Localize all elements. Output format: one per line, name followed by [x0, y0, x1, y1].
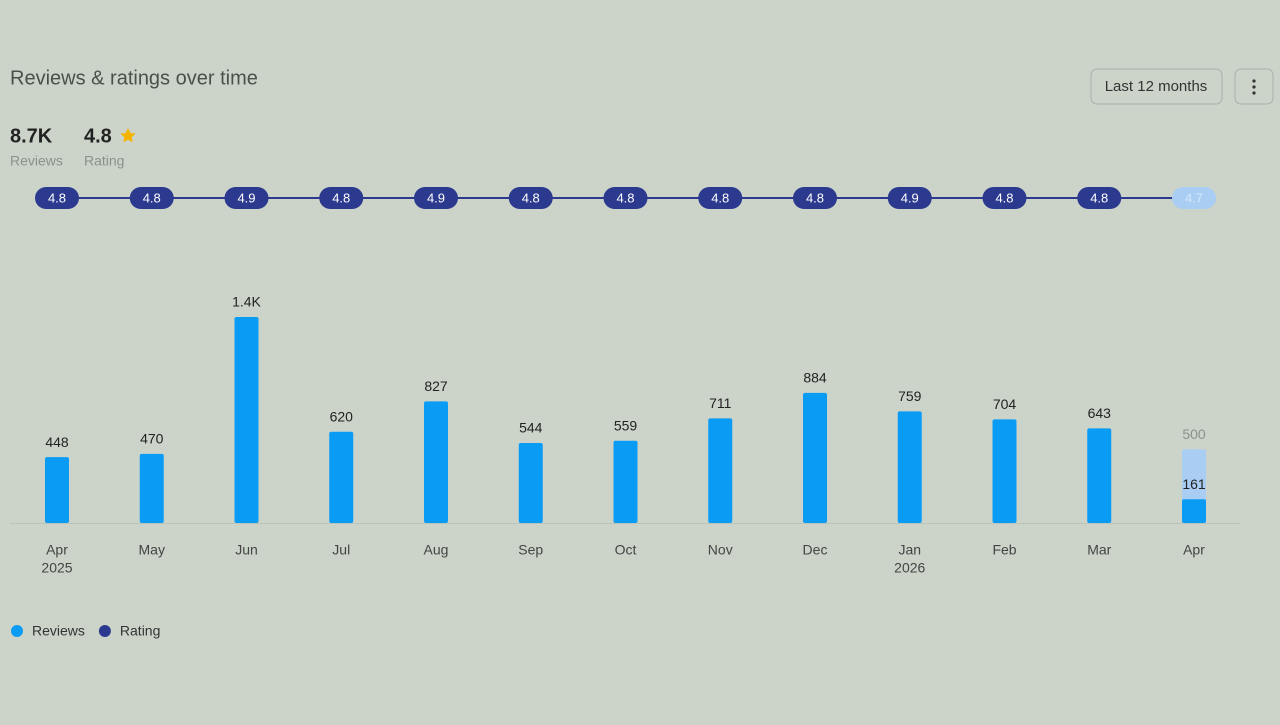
legend-label: Reviews — [32, 623, 85, 639]
rating-total-label: Rating — [84, 153, 124, 169]
x-tick-label: Sep — [518, 542, 543, 558]
x-tick-label: Jun — [235, 542, 258, 558]
rating-label: 4.8 — [616, 190, 634, 205]
bar — [708, 418, 733, 523]
rating-label: 4.8 — [806, 190, 824, 205]
star-icon — [120, 128, 136, 143]
x-tick-label: Mar — [1087, 542, 1111, 558]
value-label: 827 — [424, 378, 448, 394]
bar — [424, 401, 448, 523]
value-label: 620 — [330, 408, 354, 424]
rating-label: 4.8 — [995, 190, 1013, 205]
rating-pill — [35, 187, 79, 209]
rating-label: 4.7 — [1185, 190, 1203, 205]
rating-label: 4.8 — [711, 190, 729, 205]
title: Reviews & ratings over time — [10, 67, 258, 89]
bar — [518, 442, 543, 523]
bar — [1182, 499, 1206, 523]
rating-label: 4.8 — [143, 190, 161, 205]
bar — [613, 440, 638, 523]
rating-pill — [319, 187, 364, 209]
x-tick-label: Aug — [424, 542, 449, 558]
menu-button[interactable] — [1234, 68, 1274, 105]
rating-pill — [982, 187, 1027, 209]
rating-pill — [508, 187, 553, 209]
rating-pill — [1172, 187, 1216, 209]
bar — [992, 419, 1017, 523]
menu-dot — [1252, 79, 1256, 83]
rating-pill — [224, 187, 269, 209]
rating-label: 4.8 — [522, 190, 540, 205]
x-tick-label: Oct — [615, 542, 637, 558]
bar — [139, 453, 164, 523]
rating-pill — [1077, 187, 1122, 209]
bar — [45, 457, 69, 523]
rating-pill — [793, 187, 837, 209]
rating-label: 4.9 — [427, 190, 445, 205]
range-button-box[interactable] — [1090, 68, 1223, 105]
rating-pill — [603, 187, 648, 209]
rating-pill — [129, 187, 174, 209]
value-label: 1.4K — [232, 294, 261, 310]
reviews-total-label: Reviews — [10, 153, 63, 169]
rating-label: 4.9 — [237, 190, 255, 205]
x-tick-label: Dec — [803, 542, 828, 558]
x-tick-label: May — [139, 542, 165, 558]
x-tick-label: Apr — [1183, 542, 1205, 558]
x-tick-label: Apr — [46, 542, 68, 558]
value-label: 704 — [993, 396, 1017, 412]
value-label: 559 — [614, 417, 638, 433]
value-label: 544 — [519, 420, 543, 436]
bar — [803, 392, 827, 523]
rating-label: 4.9 — [901, 190, 919, 205]
x-tick-label: Jan — [898, 542, 921, 558]
rating-pill — [887, 187, 932, 209]
value-label: 711 — [709, 395, 732, 411]
x-tick-year: 2026 — [894, 560, 925, 576]
reviews-total: 8.7K — [10, 125, 53, 147]
rating-pill — [698, 187, 743, 209]
value-label: 448 — [45, 434, 69, 450]
menu-dot — [1252, 85, 1256, 89]
rating-label: 4.8 — [1090, 190, 1108, 205]
legend-label: Rating — [120, 623, 160, 639]
value-label: 161 — [1182, 476, 1206, 492]
x-tick-label: Nov — [708, 542, 733, 558]
rating-label: 4.8 — [332, 190, 350, 205]
bar — [329, 431, 354, 523]
range-button[interactable]: Last 12 months — [1090, 68, 1223, 105]
rating-label: 4.8 — [48, 190, 66, 205]
value-label: 759 — [898, 388, 922, 404]
bar — [1087, 428, 1112, 523]
projected-label: 500 — [1182, 426, 1206, 442]
bar — [897, 411, 922, 523]
legend-swatch — [11, 625, 23, 637]
value-label: 884 — [803, 370, 827, 386]
x-tick-label: Jul — [332, 542, 350, 558]
bar — [234, 317, 259, 523]
rating-pill — [414, 187, 458, 209]
x-tick-year: 2025 — [41, 560, 72, 576]
value-label: 470 — [140, 431, 164, 447]
legend-swatch — [98, 625, 111, 637]
menu-dot — [1252, 91, 1256, 95]
x-tick-label: Feb — [992, 542, 1016, 558]
rating-total: 4.8 — [84, 125, 112, 147]
range-button-label[interactable]: Last 12 months — [1105, 78, 1208, 95]
value-label: 643 — [1088, 405, 1112, 421]
